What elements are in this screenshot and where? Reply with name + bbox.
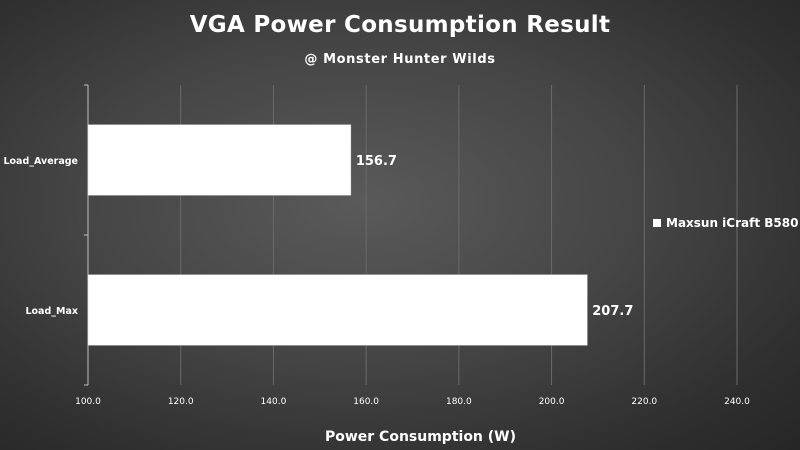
bar [87, 124, 352, 196]
x-tick-label: 160.0 [353, 397, 379, 407]
x-tick-label: 180.0 [446, 397, 472, 407]
data-label: 207.7 [592, 304, 633, 319]
legend-label: Maxsun iCraft B580 [666, 216, 799, 230]
x-tick-label: 120.0 [168, 397, 194, 407]
x-tick-label: 240.0 [724, 397, 750, 407]
bar [87, 274, 588, 346]
x-tick-label: 140.0 [261, 397, 287, 407]
category-label: Load_Max [25, 306, 78, 317]
x-tick-label: 100.0 [75, 397, 101, 407]
data-label: 156.7 [356, 154, 397, 169]
legend-swatch [653, 219, 661, 227]
chart-title: VGA Power Consumption Result [189, 12, 611, 38]
chart-legend: Maxsun iCraft B580 [653, 216, 798, 230]
x-axis-title: Power Consumption (W) [325, 429, 516, 445]
x-tick-label: 220.0 [631, 397, 657, 407]
chart-subtitle: @ Monster Hunter Wilds [304, 52, 496, 67]
x-tick-label: 200.0 [539, 397, 565, 407]
category-label: Load_Average [3, 156, 78, 167]
